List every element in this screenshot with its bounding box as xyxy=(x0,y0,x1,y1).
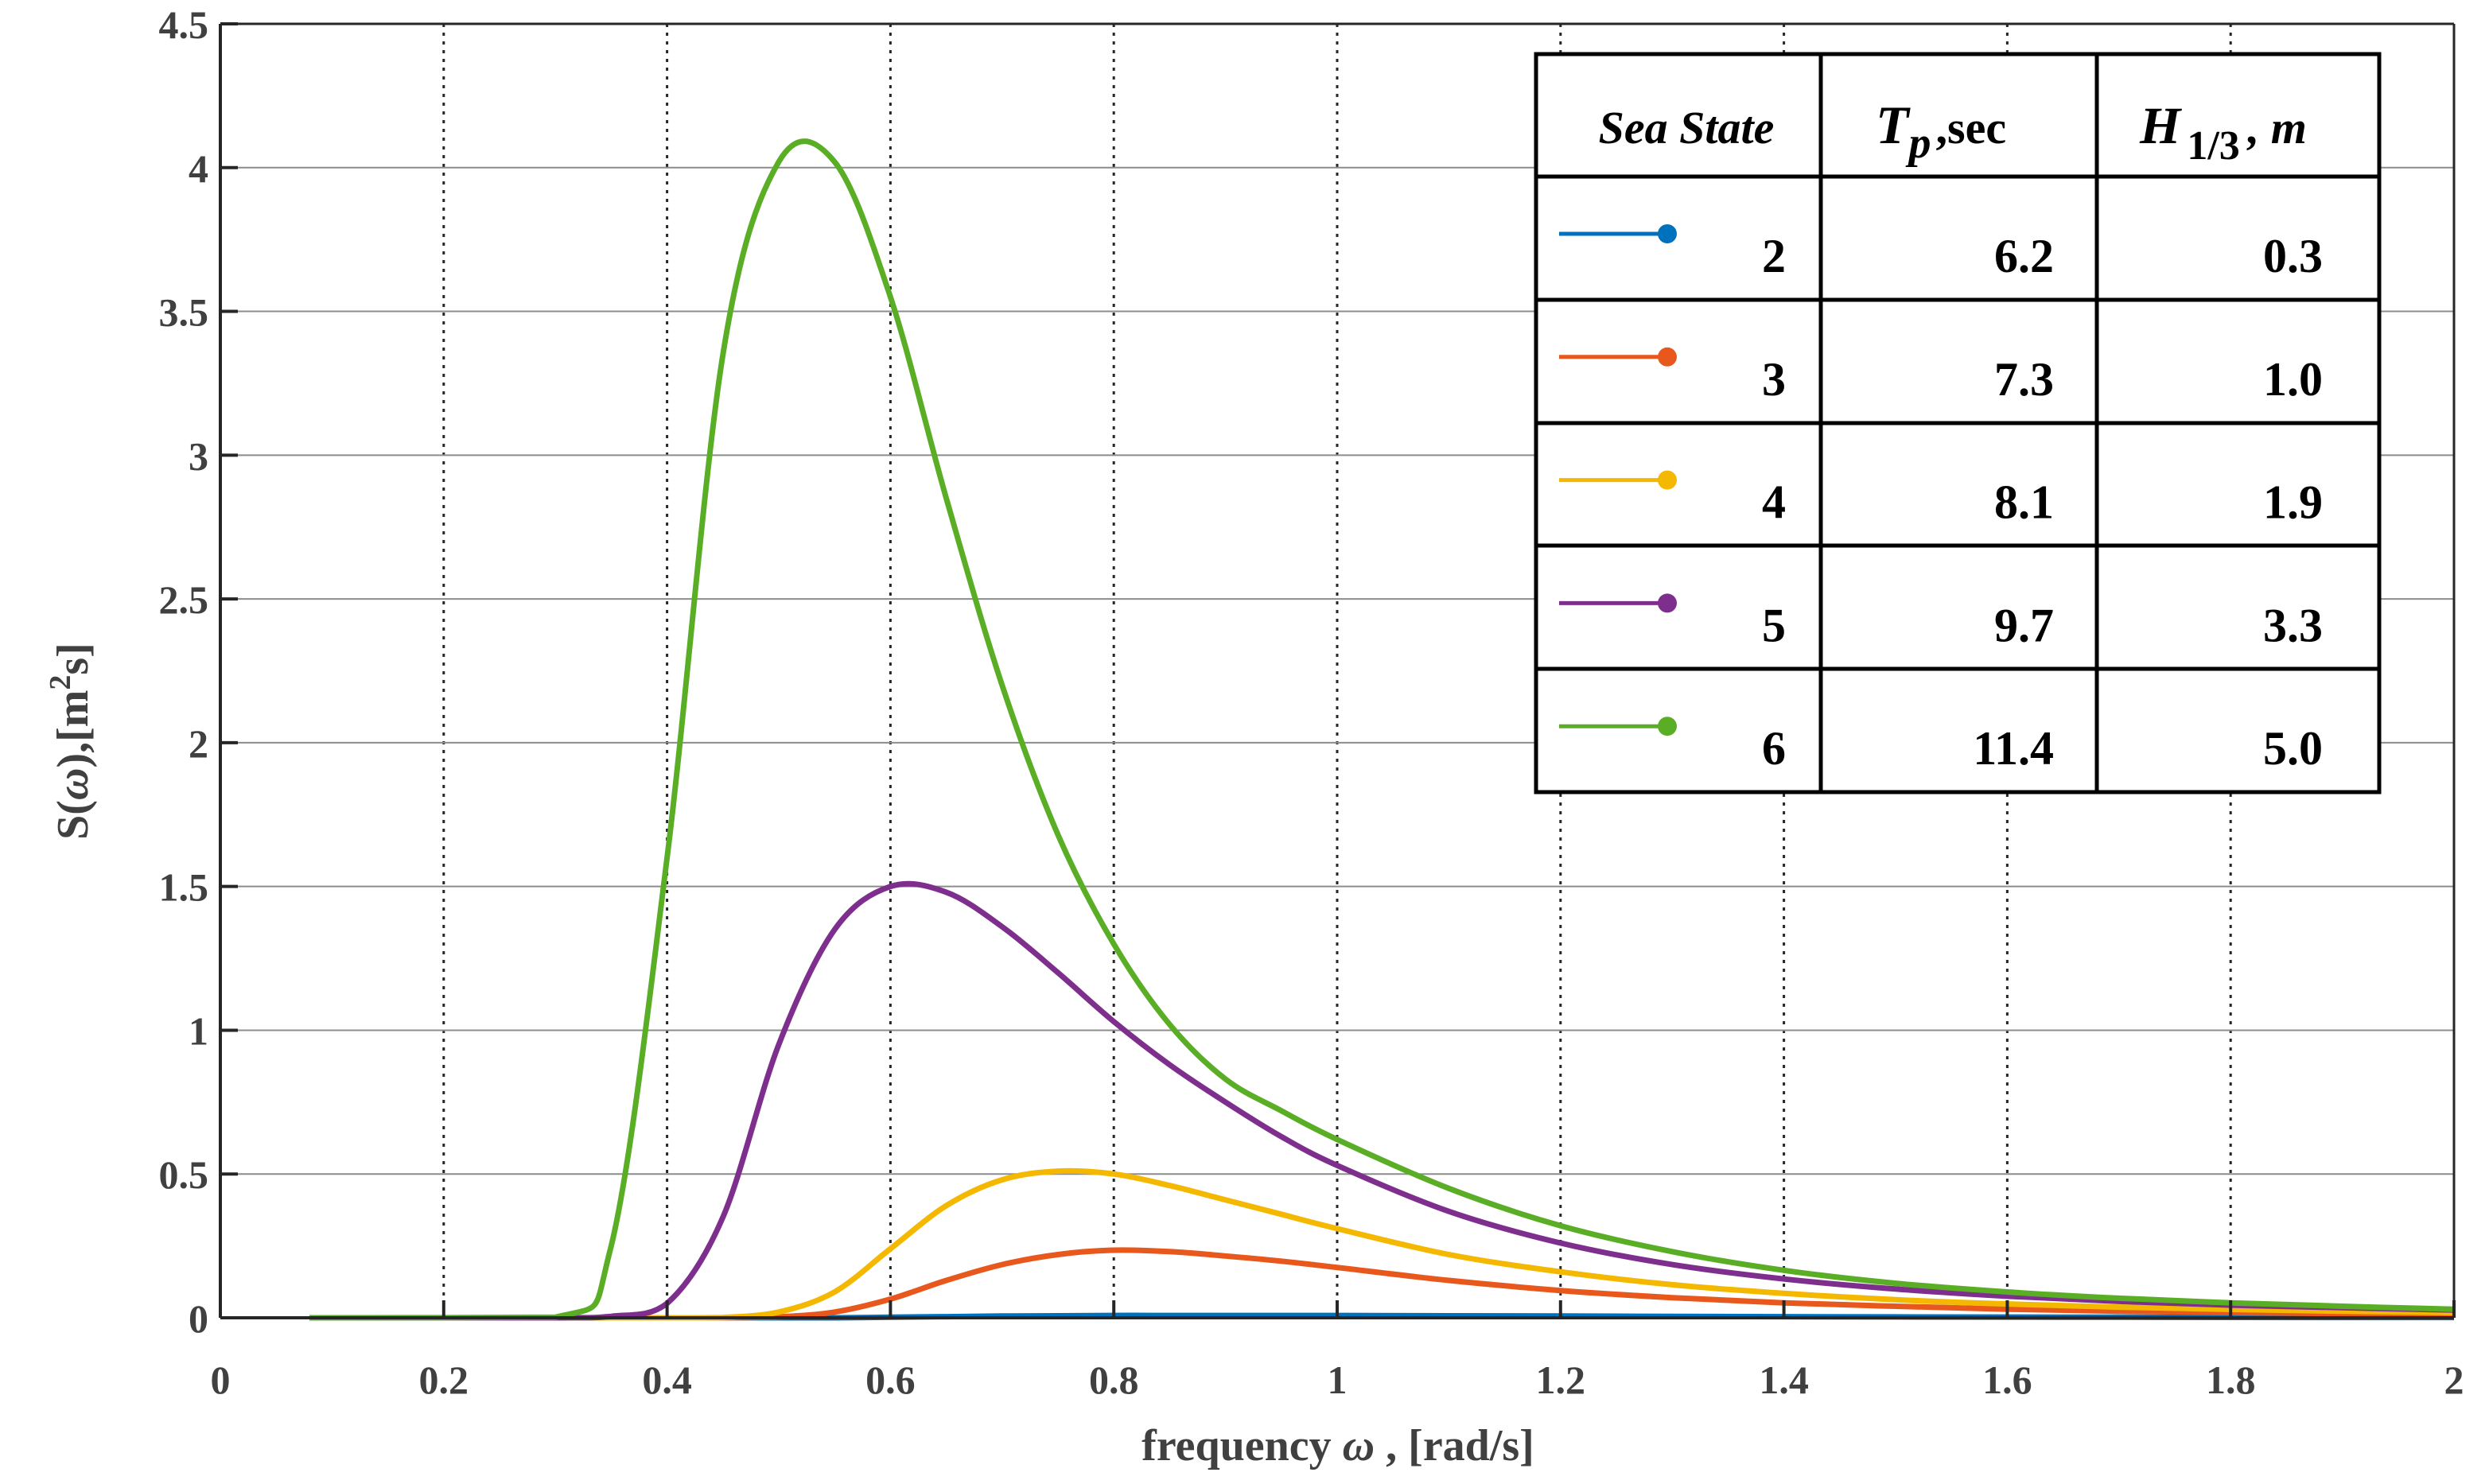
legend-rows: 2 6.2 0.3 3 7.3 1.0 4 8.1 1.9 5 9.7 3.3 6 11.4 5.0 xyxy=(1559,224,2323,775)
legend-header-h13: H 1/3, m xyxy=(2139,97,2307,169)
x-tick-label: 1.6 xyxy=(1982,1358,2032,1402)
legend-tp-value: 6.2 xyxy=(1994,230,2054,282)
y-tick-label: 2 xyxy=(189,721,208,766)
legend-tp-value: 9.7 xyxy=(1994,599,2054,651)
axes xyxy=(219,22,2456,1319)
series-line-sea-state-6 xyxy=(309,138,2455,1321)
legend-sea-state-value: 4 xyxy=(1762,476,1786,529)
legend-tp-value: 8.1 xyxy=(1994,476,2054,529)
x-tick-label: 1 xyxy=(1328,1358,1348,1402)
x-tick-label: 2 xyxy=(2444,1358,2464,1402)
x-tick-label: 0.8 xyxy=(1089,1358,1139,1402)
y-tick-label: 3 xyxy=(189,433,208,478)
legend-header-sea-state: Sea State xyxy=(1599,102,1775,153)
legend-h13-value: 1.0 xyxy=(2263,353,2323,406)
x-tick-label: 1.2 xyxy=(1536,1358,1586,1402)
x-tick-label: 0.2 xyxy=(419,1358,469,1402)
y-tick-label: 4 xyxy=(189,146,208,191)
legend-h13-value: 1.9 xyxy=(2263,476,2323,529)
legend-marker-sea-state-5 xyxy=(1658,593,1677,613)
x-tick-label: 0.4 xyxy=(642,1358,692,1402)
y-tick-labels: 0 0.5 1 1.5 2 2.5 3 3.5 4 4.5 xyxy=(159,2,209,1341)
legend-sea-state-value: 3 xyxy=(1762,353,1786,406)
legend-h13-value: 5.0 xyxy=(2263,722,2323,775)
legend-table: Sea State Tp ,sec H 1/3, m 2 6.2 0.3 3 7.3 1.0 4… xyxy=(1534,52,2382,794)
x-tick-labels: 0 0.2 0.4 0.6 0.8 1 1.2 1.4 1.6 1.8 2 xyxy=(211,1358,2464,1402)
legend-h13-value: 3.3 xyxy=(2263,599,2323,651)
y-tick-label: 4.5 xyxy=(159,2,209,47)
legend-marker-sea-state-3 xyxy=(1658,347,1677,367)
legend-marker-sea-state-6 xyxy=(1658,717,1677,736)
x-tick-label: 1.4 xyxy=(1759,1358,1809,1402)
x-tick-label: 0 xyxy=(211,1358,231,1402)
x-axis-label: frequency ω, [rad/s] xyxy=(1141,1421,1534,1470)
y-tick-label: 3.5 xyxy=(159,290,209,335)
legend-header-tp: Tp ,sec xyxy=(1876,95,2006,168)
y-tick-label: 0.5 xyxy=(159,1152,209,1197)
legend-table-lines xyxy=(1534,52,2382,794)
legend-sea-state-value: 5 xyxy=(1762,599,1786,651)
y-tick-label: 1.5 xyxy=(159,865,209,910)
x-tick-label: 0.6 xyxy=(865,1358,916,1402)
x-tick-label: 1.8 xyxy=(2206,1358,2256,1402)
y-tick-label: 2.5 xyxy=(159,577,209,622)
y-tick-label: 0 xyxy=(189,1296,208,1341)
legend-sea-state-value: 2 xyxy=(1762,230,1786,282)
legend-tp-value: 7.3 xyxy=(1994,353,2054,406)
legend-marker-sea-state-2 xyxy=(1658,224,1677,243)
y-tick-label: 1 xyxy=(189,1008,208,1053)
series-line-sea-state-5 xyxy=(309,880,2455,1321)
legend-h13-value: 0.3 xyxy=(2263,230,2323,282)
legend-sea-state-value: 6 xyxy=(1762,722,1786,775)
y-axis-label: S(ω),[m2s] xyxy=(44,643,98,840)
legend-tp-value: 11.4 xyxy=(1973,722,2054,775)
legend-marker-sea-state-4 xyxy=(1658,470,1677,490)
